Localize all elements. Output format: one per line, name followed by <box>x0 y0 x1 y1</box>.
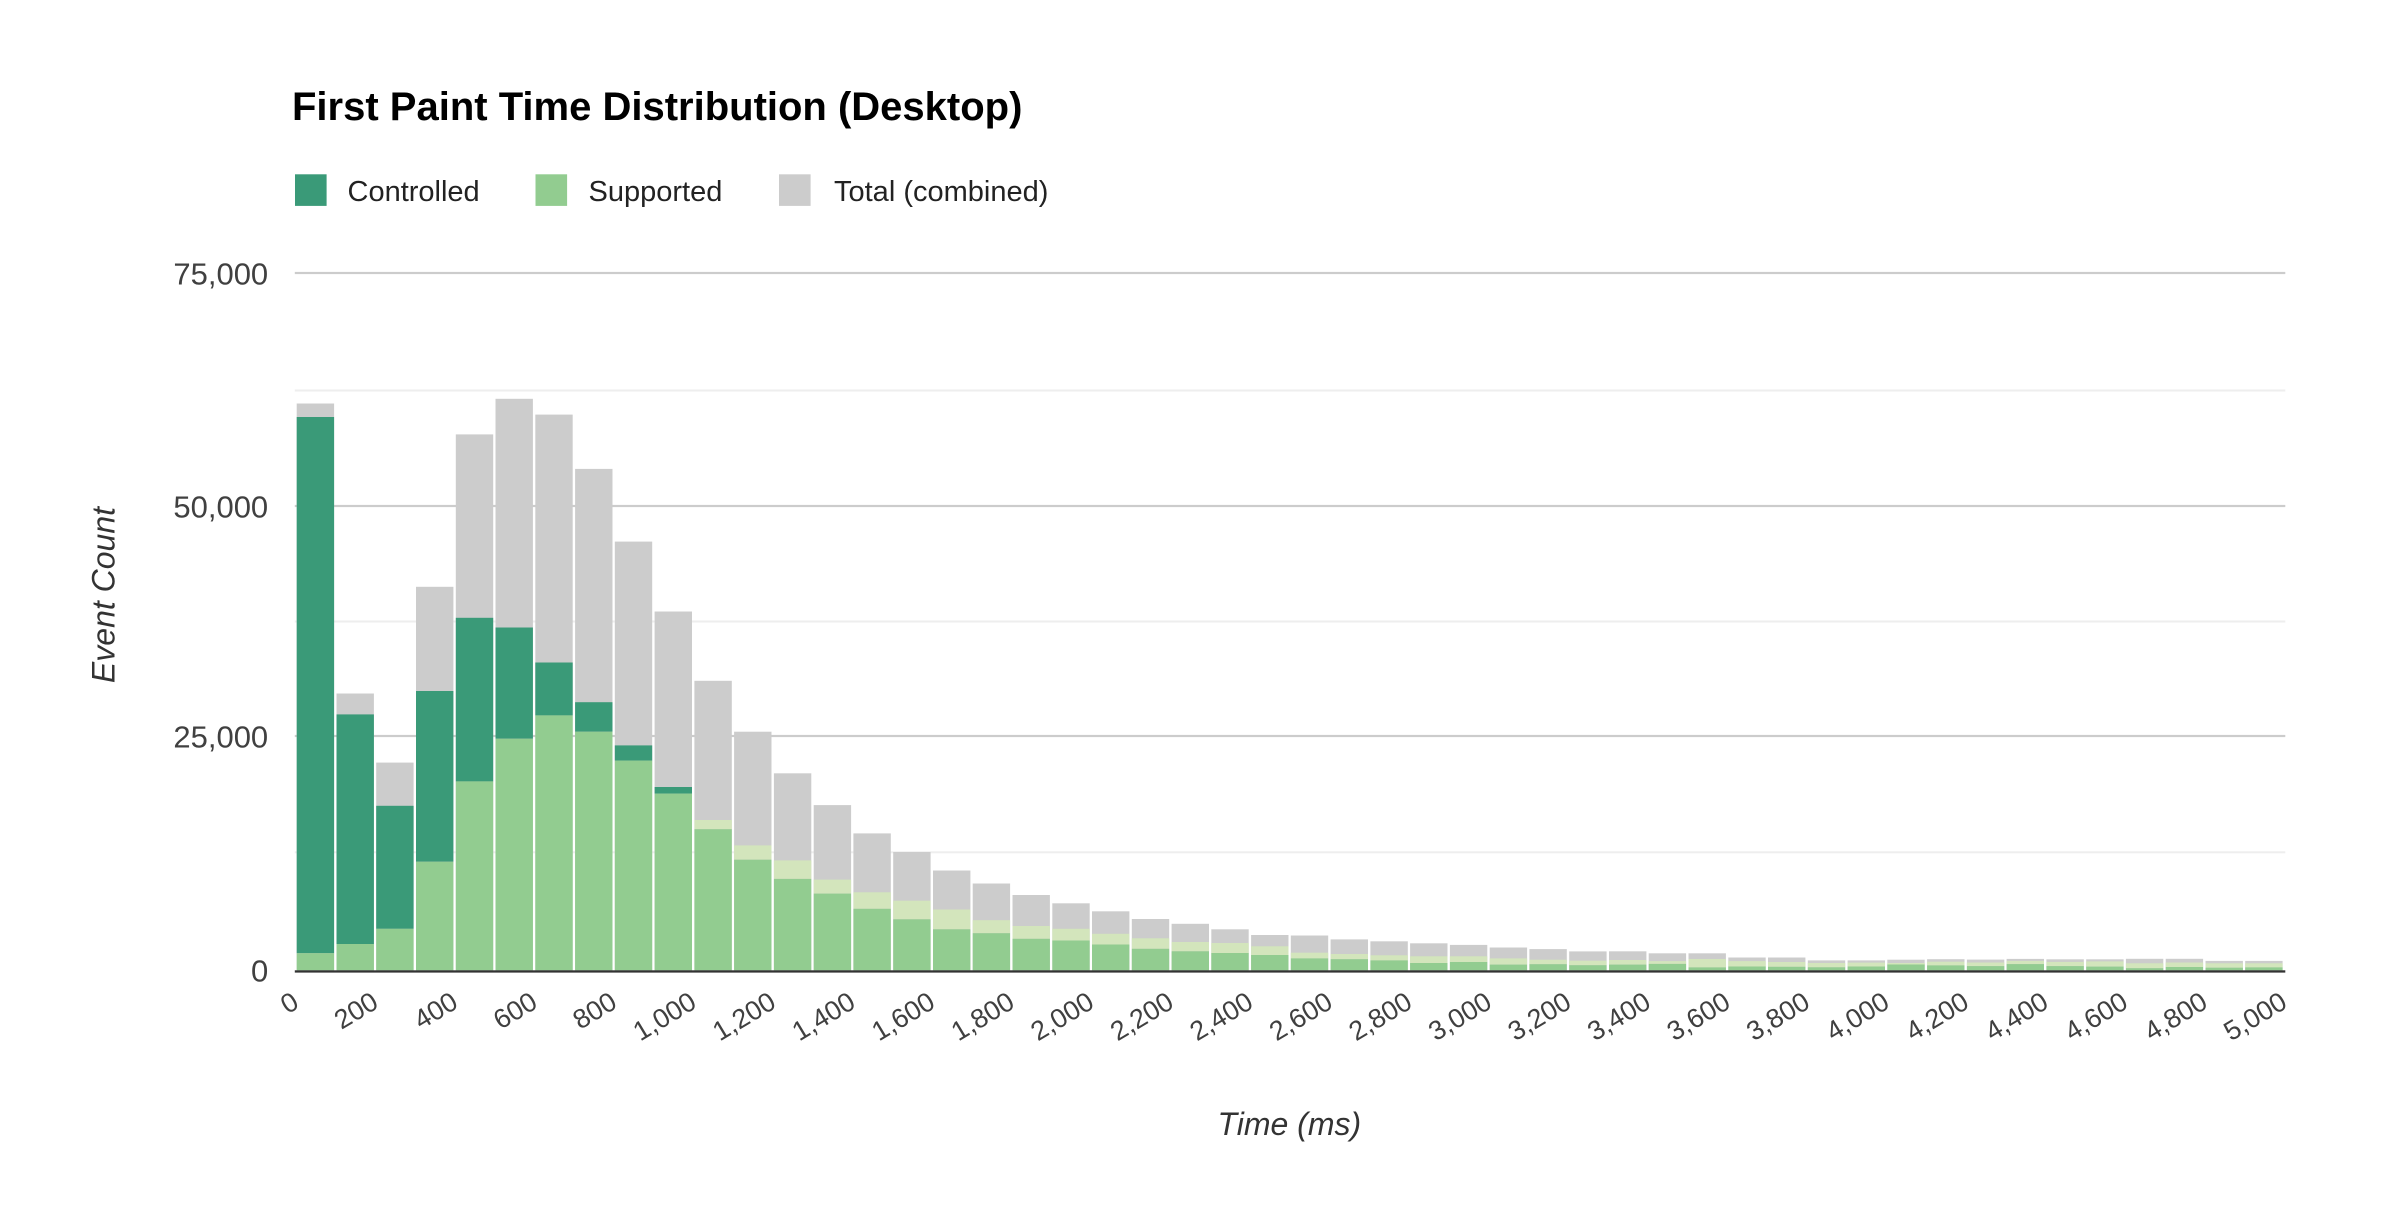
svg-text:Controlled: Controlled <box>348 176 480 208</box>
svg-text:Event Count: Event Count <box>86 506 122 683</box>
svg-text:25,000: 25,000 <box>173 719 268 754</box>
svg-text:50,000: 50,000 <box>173 489 268 524</box>
svg-text:First Paint Time Distribution: First Paint Time Distribution (Desktop) <box>292 85 1022 129</box>
svg-text:Total (combined): Total (combined) <box>834 176 1048 208</box>
svg-text:75,000: 75,000 <box>173 256 268 291</box>
svg-text:0: 0 <box>251 954 268 989</box>
svg-text:Time (ms): Time (ms) <box>1217 1106 1361 1142</box>
svg-text:Supported: Supported <box>589 176 723 208</box>
